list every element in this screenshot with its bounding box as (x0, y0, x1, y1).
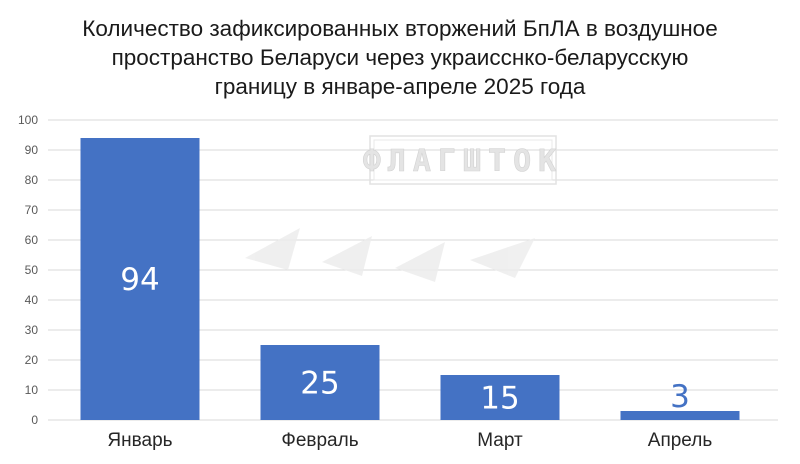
bar (260, 345, 380, 420)
data-label: 3 (670, 379, 690, 415)
bar (440, 375, 560, 420)
watermark: ФЛАГШТОК (245, 135, 564, 282)
y-tick-label: 40 (25, 293, 39, 307)
watermark-text: ФЛАГШТОК (363, 144, 564, 179)
y-tick-label: 0 (31, 413, 38, 427)
y-tick-label: 80 (25, 173, 39, 187)
x-category-label: Январь (107, 430, 172, 451)
x-category-label: Март (477, 430, 523, 451)
y-tick-label: 60 (25, 233, 39, 247)
chart-title-line-2: пространство Беларуси через украисcнко-б… (111, 45, 689, 70)
y-tick-label: 20 (25, 353, 39, 367)
bars: 94 25 15 3 (80, 138, 740, 420)
data-label: 15 (480, 381, 519, 417)
y-tick-label: 70 (25, 203, 39, 217)
y-tick-label: 30 (25, 323, 39, 337)
x-category-label: Февраль (281, 430, 358, 451)
bar (80, 138, 200, 420)
x-category-label: Апрель (648, 430, 713, 451)
y-axis-ticks: 0 10 20 30 40 50 60 70 80 90 100 (18, 113, 38, 427)
y-tick-label: 10 (25, 383, 39, 397)
chart-title-line-1: Количество зафиксированных вторжений БпЛ… (82, 16, 718, 41)
chart-title: Количество зафиксированных вторжений БпЛ… (40, 14, 760, 101)
data-label: 25 (300, 366, 339, 402)
chart-title-line-3: границу в январе-апреле 2025 года (214, 74, 586, 99)
x-axis-categories: Январь Февраль Март Апрель (107, 430, 712, 451)
bar (620, 411, 740, 420)
y-tick-label: 90 (25, 143, 39, 157)
data-label: 94 (120, 262, 159, 298)
y-tick-label: 50 (25, 263, 39, 277)
watermark-plane-shapes (245, 228, 535, 282)
y-tick-label: 100 (18, 113, 38, 127)
